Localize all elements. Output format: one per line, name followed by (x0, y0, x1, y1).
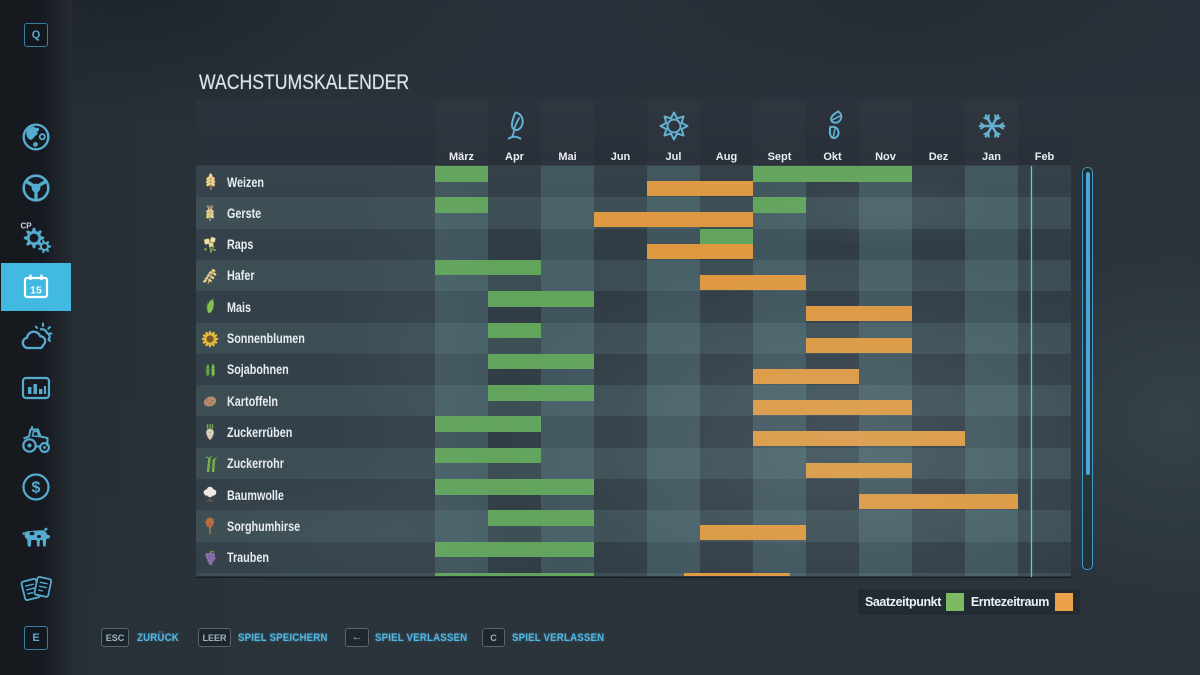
svg-text:CP: CP (21, 222, 33, 231)
svg-text:15: 15 (30, 285, 42, 297)
svg-text:$: $ (32, 480, 41, 497)
